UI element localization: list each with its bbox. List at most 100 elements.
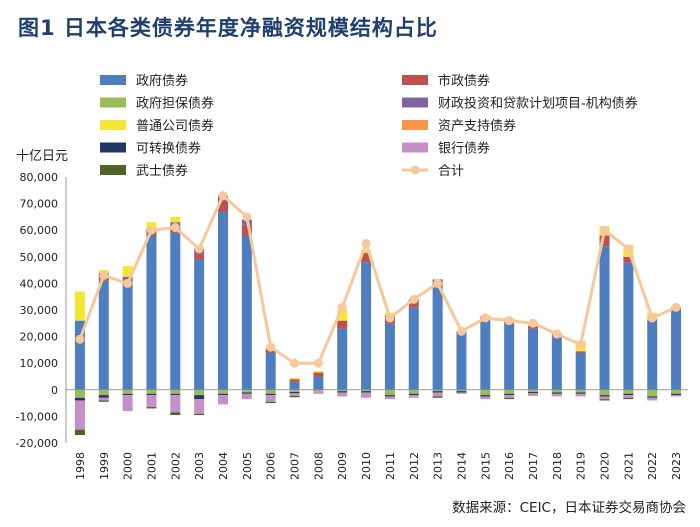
total-line-layer <box>75 191 681 368</box>
bar-segment <box>337 389 348 392</box>
bar-segment <box>289 379 300 382</box>
bar-segment <box>504 393 515 396</box>
bar-segment <box>599 389 610 396</box>
bar-segment <box>671 395 682 397</box>
bar-segment <box>408 395 419 398</box>
bar-segment <box>194 389 205 396</box>
bar-segment <box>146 389 157 394</box>
x-tick-label: 2021 <box>622 452 635 480</box>
bar-segment <box>408 302 419 308</box>
legend-marker <box>410 165 420 175</box>
y-tick-label: 30,000 <box>20 304 59 317</box>
y-tick-label: -10,000 <box>16 410 58 423</box>
bar-segment <box>146 395 157 408</box>
bar-segment <box>599 235 610 247</box>
bar-segment <box>408 389 419 394</box>
total-point <box>600 225 610 235</box>
total-point <box>313 358 323 368</box>
x-tick-label: 2013 <box>432 452 445 480</box>
x-tick-label: 2006 <box>265 452 278 480</box>
bar-segment <box>74 397 85 401</box>
bar-segment <box>337 320 348 329</box>
bar-segment <box>456 392 467 394</box>
bar-segment <box>623 262 634 390</box>
bar-segment <box>361 250 372 253</box>
bar-segment <box>456 331 467 390</box>
bar-segment <box>599 246 610 390</box>
bar-segment <box>384 323 395 390</box>
bar-segment <box>623 256 634 263</box>
bar-segment <box>504 397 515 400</box>
bar-segment <box>241 393 252 400</box>
y-tick-label: 10,000 <box>20 357 59 370</box>
bar-segment <box>74 389 85 398</box>
bar-segment <box>361 389 372 392</box>
total-point <box>99 270 109 280</box>
x-tick-label: 2009 <box>336 452 349 480</box>
bar-segment <box>647 397 658 401</box>
legend-swatch <box>402 120 428 130</box>
bar-segment <box>194 254 205 260</box>
bar-segment <box>289 393 300 396</box>
bar-segment <box>98 400 109 402</box>
total-point <box>361 239 371 248</box>
bar-segment <box>551 336 562 390</box>
bar-segment <box>480 396 491 400</box>
bar-segment <box>74 400 85 430</box>
bar-segment <box>575 392 586 394</box>
bar-segment <box>146 393 157 396</box>
bar-segment <box>361 252 372 263</box>
x-tick-label: 2017 <box>527 452 540 480</box>
bar-segment <box>146 407 157 409</box>
bar-segment <box>408 307 419 390</box>
x-tick-label: 2022 <box>646 452 659 480</box>
legend-label: 资产支持债券 <box>438 118 516 134</box>
x-tick-label: 2003 <box>193 452 206 480</box>
bar-segment <box>265 395 276 402</box>
y-tick-label: 20,000 <box>20 331 59 344</box>
total-point <box>75 334 85 344</box>
bar-segment <box>74 291 85 321</box>
x-tick-label: 2001 <box>145 452 158 480</box>
bar-segment <box>170 412 181 416</box>
total-point <box>456 326 466 336</box>
bar-segment <box>480 389 491 396</box>
legend-label: 武士债券 <box>136 163 188 179</box>
bar-segment <box>575 393 586 397</box>
bar-segment <box>504 389 515 394</box>
bar-segment <box>432 286 443 390</box>
legend-swatch <box>402 142 428 153</box>
bar-segment <box>241 392 252 394</box>
total-point <box>433 278 443 288</box>
bar-segment <box>194 395 205 400</box>
bar-segment <box>337 392 348 397</box>
y-tick-label: 70,000 <box>20 198 59 211</box>
bar-segment <box>170 393 181 396</box>
bar-segment <box>408 393 419 396</box>
total-point <box>385 313 395 323</box>
total-point <box>242 212 252 222</box>
total-point <box>647 313 657 323</box>
bar-segment <box>218 389 228 394</box>
bar-segment <box>599 395 610 397</box>
bar-segment <box>313 371 324 373</box>
bar-segment <box>671 389 682 394</box>
bar-segment <box>265 389 276 394</box>
bar-segment <box>575 352 586 390</box>
bar-segment <box>432 389 443 392</box>
bar-segment <box>265 401 276 404</box>
y-axis-label: 十亿日元 <box>16 149 68 164</box>
bar-segment <box>623 395 634 398</box>
bar-segment <box>384 389 395 396</box>
legend-swatch <box>100 165 126 175</box>
y-tick-label: 60,000 <box>20 224 59 237</box>
bar-segment <box>170 216 181 223</box>
x-tick-label: 2018 <box>551 452 564 480</box>
total-point <box>504 316 514 326</box>
legend-label: 合计 <box>438 164 464 179</box>
bar-segment <box>98 280 109 390</box>
total-point <box>409 294 419 304</box>
legend-swatch <box>402 97 428 108</box>
x-tick-label: 2008 <box>312 452 325 480</box>
